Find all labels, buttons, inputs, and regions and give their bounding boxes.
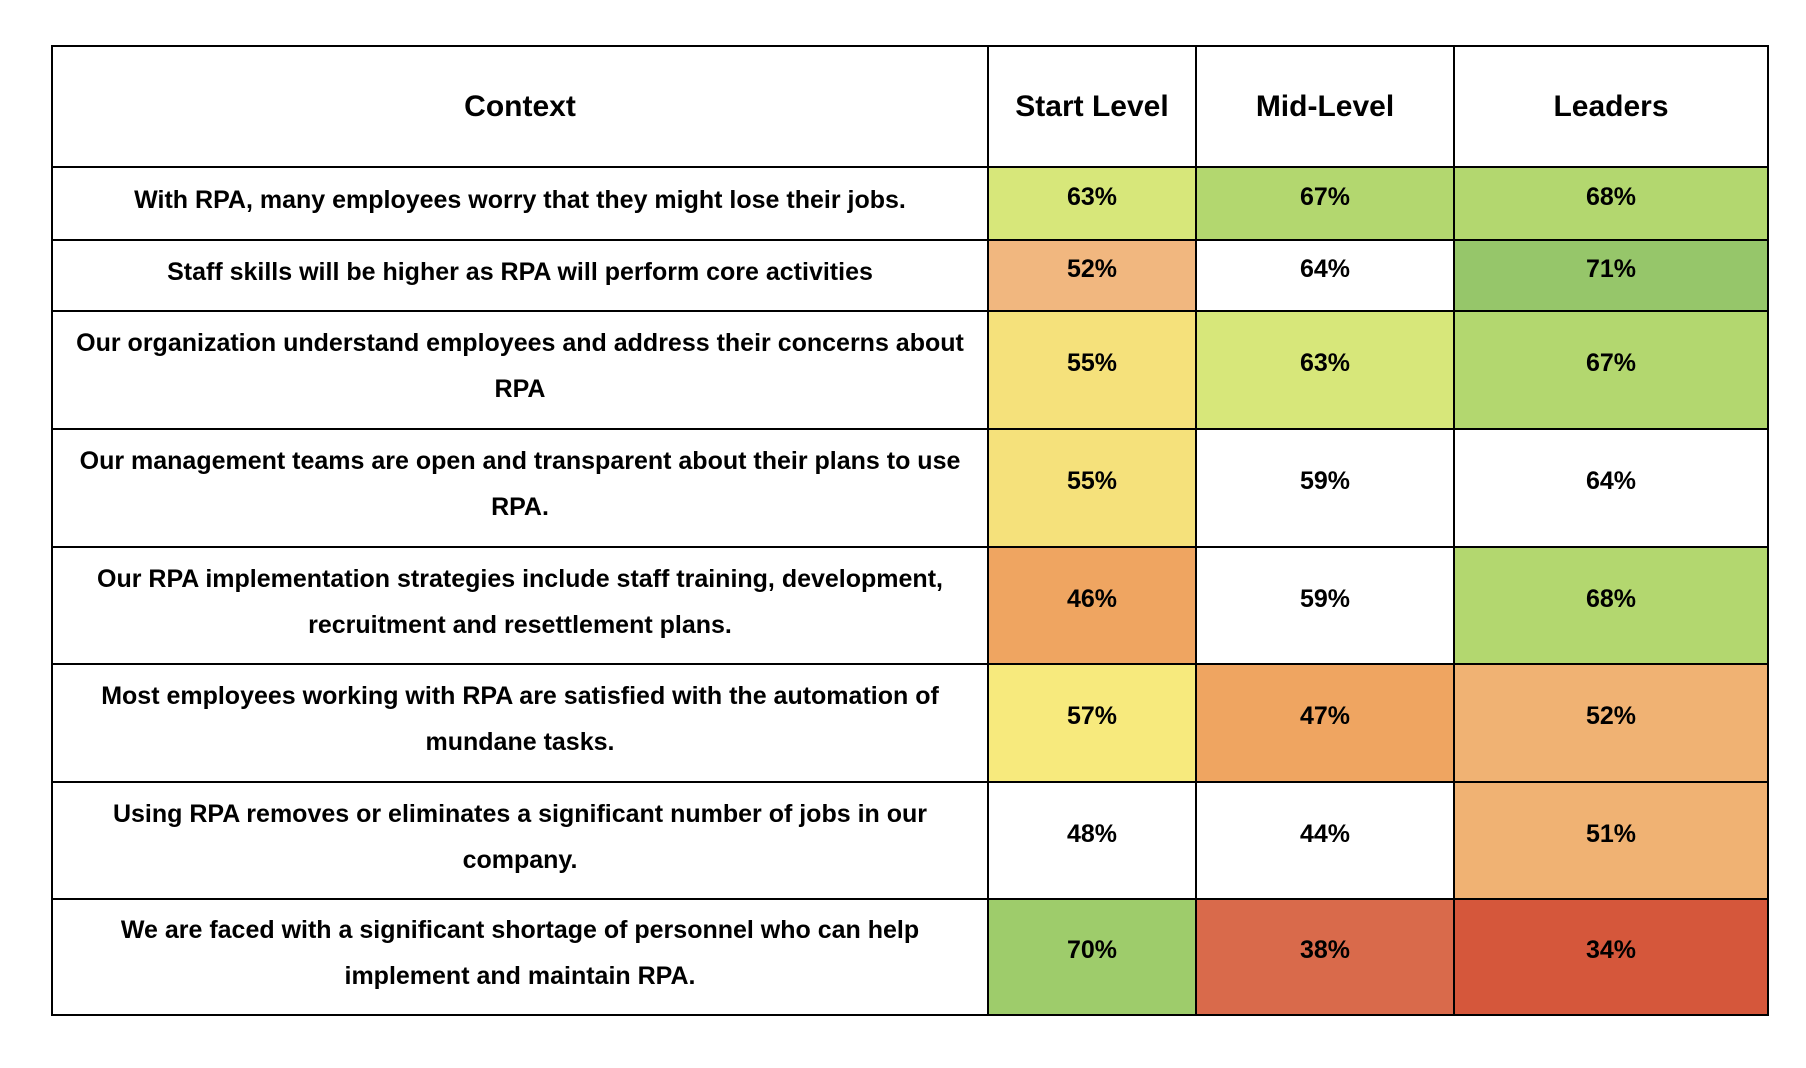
leaders-value-cell: 68% [1453,546,1769,665]
table-row: Our organization understand employees an… [51,310,1769,430]
header-context: Context [51,45,989,168]
start-level-value-cell: 63% [987,166,1197,241]
table-row: We are faced with a significant shortage… [51,898,1769,1016]
mid-level-value-cell: 64% [1195,239,1455,312]
mid-level-value-cell: 59% [1195,546,1455,665]
context-cell: With RPA, many employees worry that they… [51,166,989,241]
table-row: With RPA, many employees worry that they… [51,166,1769,241]
table-row: Our RPA implementation strategies includ… [51,546,1769,665]
context-cell: Our management teams are open and transp… [51,428,989,548]
start-level-value-cell: 48% [987,781,1197,900]
header-mid-level: Mid-Level [1195,45,1455,168]
context-cell: Our organization understand employees an… [51,310,989,430]
mid-level-value-cell: 44% [1195,781,1455,900]
mid-level-value-cell: 67% [1195,166,1455,241]
context-cell: Using RPA removes or eliminates a signif… [51,781,989,900]
table-row: Staff skills will be higher as RPA will … [51,239,1769,312]
table-row: Most employees working with RPA are sati… [51,663,1769,783]
start-level-value-cell: 46% [987,546,1197,665]
mid-level-value-cell: 59% [1195,428,1455,548]
header-start-level: Start Level [987,45,1197,168]
leaders-value-cell: 34% [1453,898,1769,1016]
context-cell: Most employees working with RPA are sati… [51,663,989,783]
leaders-value-cell: 51% [1453,781,1769,900]
mid-level-value-cell: 38% [1195,898,1455,1016]
leaders-value-cell: 67% [1453,310,1769,430]
leaders-value-cell: 64% [1453,428,1769,548]
start-level-value-cell: 55% [987,428,1197,548]
mid-level-value-cell: 63% [1195,310,1455,430]
start-level-value-cell: 55% [987,310,1197,430]
table-row: Using RPA removes or eliminates a signif… [51,781,1769,900]
leaders-value-cell: 68% [1453,166,1769,241]
context-cell: Our RPA implementation strategies includ… [51,546,989,665]
survey-table: Context Start Level Mid-Level Leaders Wi… [51,45,1769,1016]
context-cell: We are faced with a significant shortage… [51,898,989,1016]
mid-level-value-cell: 47% [1195,663,1455,783]
table-row: Our management teams are open and transp… [51,428,1769,548]
start-level-value-cell: 57% [987,663,1197,783]
start-level-value-cell: 52% [987,239,1197,312]
context-cell: Staff skills will be higher as RPA will … [51,239,989,312]
leaders-value-cell: 52% [1453,663,1769,783]
leaders-value-cell: 71% [1453,239,1769,312]
header-leaders: Leaders [1453,45,1769,168]
start-level-value-cell: 70% [987,898,1197,1016]
header-row: Context Start Level Mid-Level Leaders [51,45,1769,168]
